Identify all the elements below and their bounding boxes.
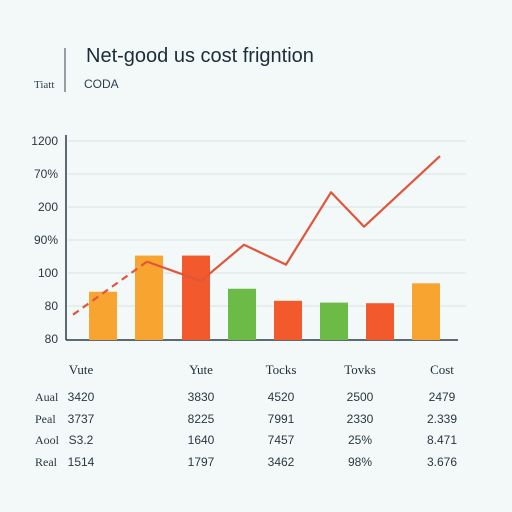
y-tick-label: 80	[45, 332, 59, 346]
table-cell: 3.676	[427, 455, 457, 469]
bar	[182, 255, 210, 340]
table-cell: 3830	[188, 390, 215, 404]
table-cell: 25%	[348, 433, 372, 447]
column-header: Cost	[430, 362, 454, 377]
bar	[135, 255, 163, 340]
bar	[228, 288, 256, 340]
y-tick-label: 1200	[31, 134, 58, 148]
table-cell: 8225	[188, 412, 215, 426]
y-tick-label: 70%	[34, 167, 58, 181]
table-cell: 8.471	[427, 433, 457, 447]
table-cell: 2.339	[427, 412, 457, 426]
table-cell: 3737	[68, 412, 95, 426]
bar	[274, 300, 302, 340]
table-cell: 1514	[68, 455, 95, 469]
trend-line-dashed-segment	[72, 260, 148, 316]
trend-line	[72, 155, 441, 316]
row-label: Peal	[35, 412, 56, 426]
y-tick-label: 90%	[34, 233, 58, 247]
y-tick-label: 200	[38, 200, 58, 214]
table-cell: S3.2	[69, 433, 94, 447]
grid	[68, 140, 466, 307]
bar	[366, 303, 394, 340]
trend-line-solid	[146, 155, 441, 283]
table-cell: 7991	[268, 412, 295, 426]
bars	[89, 255, 440, 340]
table-cell: 1797	[188, 455, 215, 469]
table-cell: 2330	[347, 412, 374, 426]
chart-subtitle: CODA	[84, 77, 119, 91]
table-cell: 2500	[347, 390, 374, 404]
bar	[412, 283, 440, 340]
column-header: Yute	[189, 362, 213, 377]
chart-title: Net-good us cost frigntion	[86, 45, 314, 67]
side-label: Tiatt	[34, 79, 54, 91]
y-tick-label: 100	[38, 266, 58, 280]
table-cell: 98%	[348, 455, 372, 469]
table-cell: 4520	[268, 390, 295, 404]
column-header: Tovks	[344, 362, 376, 377]
column-header: Vute	[69, 362, 94, 377]
table-cell: 7457	[268, 433, 295, 447]
bar	[320, 302, 348, 340]
table-cell: 2479	[429, 390, 456, 404]
y-tick-label: 80	[45, 299, 59, 313]
y-axis-ticks: 1200 70% 200 90% 100 80 80	[31, 134, 58, 346]
table-cell: 3420	[68, 390, 95, 404]
table-cell: 1640	[188, 433, 215, 447]
row-label: Aual	[35, 390, 59, 404]
row-label: Aool	[35, 433, 60, 447]
column-header: Tocks	[266, 362, 297, 377]
row-label: Real	[35, 455, 58, 469]
data-table: Vute Yute Tocks Tovks Cost Aual 3420 3830 4520 25…	[35, 362, 457, 469]
table-cell: 3462	[268, 455, 295, 469]
